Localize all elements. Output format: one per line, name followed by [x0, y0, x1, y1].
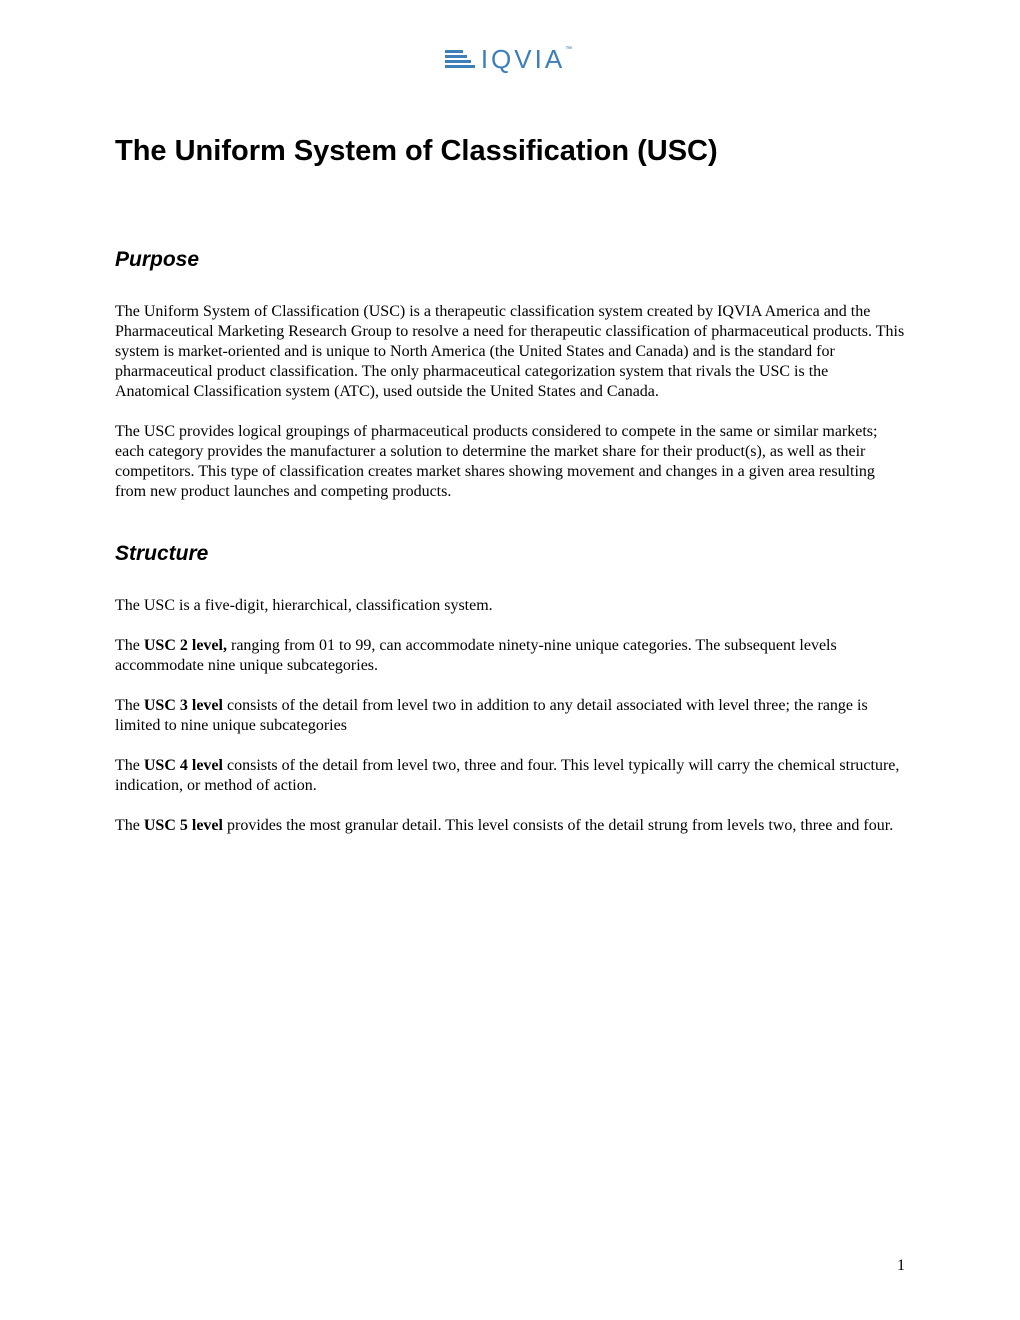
document-page: IQVIA™ The Uniform System of Classificat… — [0, 0, 1020, 1320]
structure-level-2: The USC 2 level, ranging from 01 to 99, … — [115, 636, 905, 676]
level3-bold: USC 3 level — [144, 697, 223, 714]
level5-rest: provides the most granular detail. This … — [223, 817, 893, 834]
purpose-para-2: The USC provides logical groupings of ph… — [115, 422, 905, 502]
logo-bar — [445, 55, 467, 58]
structure-intro: The USC is a five-digit, hierarchical, c… — [115, 596, 905, 616]
logo-brand: IQVIA — [481, 44, 565, 74]
logo-bar — [445, 60, 471, 63]
page-number: 1 — [897, 1257, 905, 1275]
level2-bold: USC 2 level, — [144, 637, 227, 654]
level3-rest: consists of the detail from level two in… — [115, 697, 868, 734]
level5-prefix: The — [115, 817, 144, 834]
structure-heading: Structure — [115, 542, 905, 566]
structure-level-5: The USC 5 level provides the most granul… — [115, 816, 905, 836]
level4-prefix: The — [115, 757, 144, 774]
structure-section: Structure The USC is a five-digit, hiera… — [115, 542, 905, 836]
level4-bold: USC 4 level — [144, 757, 223, 774]
level4-rest: consists of the detail from level two, t… — [115, 757, 899, 794]
structure-level-4: The USC 4 level consists of the detail f… — [115, 756, 905, 796]
structure-level-3: The USC 3 level consists of the detail f… — [115, 696, 905, 736]
iqvia-logo: IQVIA™ — [445, 44, 575, 75]
logo-trademark: ™ — [565, 46, 575, 53]
logo-text: IQVIA™ — [481, 44, 575, 75]
purpose-section: Purpose The Uniform System of Classifica… — [115, 248, 905, 502]
level5-bold: USC 5 level — [144, 817, 223, 834]
logo-bars-icon — [445, 50, 475, 68]
logo-container: IQVIA™ — [115, 40, 905, 75]
level3-prefix: The — [115, 697, 144, 714]
document-title: The Uniform System of Classification (US… — [115, 135, 905, 168]
purpose-para-1: The Uniform System of Classification (US… — [115, 302, 905, 402]
level2-prefix: The — [115, 637, 144, 654]
purpose-heading: Purpose — [115, 248, 905, 272]
logo-bar — [445, 65, 475, 68]
logo-bar — [445, 50, 463, 53]
